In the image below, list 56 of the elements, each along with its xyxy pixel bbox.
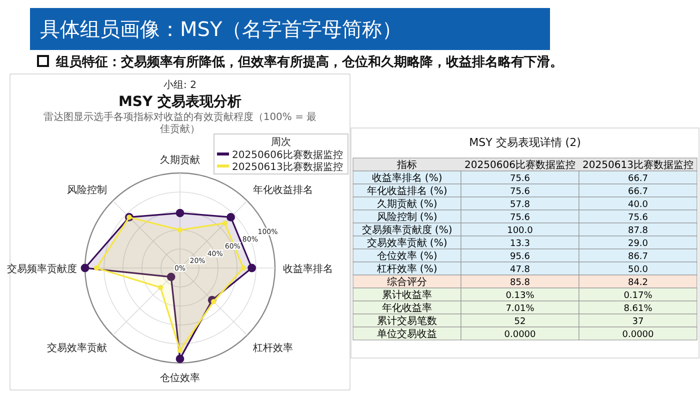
y-tick-label: 风险控制 (%): [376, 211, 438, 223]
y-tick-label: 收益率排名 (%): [372, 172, 442, 184]
data-label: 66.7: [628, 174, 648, 184]
data-label: 95.6: [510, 252, 530, 262]
y-tick-label: 累计交易笔数: [377, 315, 437, 327]
data-label: 40.0: [628, 200, 648, 210]
data-label: 0.0000: [622, 330, 654, 340]
spoke-label: 年化收益排名: [252, 184, 313, 196]
spoke-label: 仓位效率: [160, 372, 200, 384]
data-label: 37: [632, 317, 644, 327]
data-label: 47.8: [510, 265, 530, 275]
y-tick-label: 综合评分: [387, 276, 427, 288]
chart-title: MSY 交易表现详情 (2): [469, 136, 581, 149]
spoke-label: 杠杆效率: [252, 342, 293, 354]
spoke-label: 风险控制: [67, 184, 108, 196]
data-label: 75.6: [628, 213, 648, 223]
y-axis-title: 指标: [396, 159, 417, 171]
y-tick-label: 杠杆效率 (%): [376, 263, 438, 275]
y-tick-label: 仓位效率 (%): [376, 250, 438, 262]
data-label: 7.01%: [506, 304, 535, 314]
data-label: 87.8: [628, 226, 648, 236]
y-tick-label: 交易频率贡献度 (%): [362, 224, 452, 236]
y-tick-label: 久期贡献 (%): [376, 198, 438, 210]
data-label: 84.2: [628, 278, 648, 288]
data-label: 57.8: [510, 200, 530, 210]
chart-title: MSY 交易表现分析: [118, 93, 242, 110]
chart-subtitle: 雷达图显示选手各项指标对收益的有效贡献程度（100% = 最佳贡献）: [43, 111, 317, 135]
data-label: 50.0: [628, 265, 648, 275]
y-tick-label: 单位交易收益: [377, 328, 437, 340]
data-label: 0.17%: [624, 291, 653, 301]
spoke-label: 收益率排名: [283, 263, 333, 275]
y-tick-label: 交易效率贡献 (%): [366, 237, 448, 249]
legend-title: 周次: [271, 137, 291, 148]
data-label: 85.8: [510, 278, 530, 288]
data-label: 52: [514, 317, 526, 327]
data-label: 13.3: [510, 239, 530, 249]
legend-label: 20250606比赛数据监控: [232, 149, 343, 161]
data-label: 100.0: [507, 226, 534, 236]
data-label: 75.6: [510, 174, 530, 184]
data-label: 0.0000: [504, 330, 536, 340]
text: 具体组员画像：MSY（名字首字母简称）: [40, 17, 402, 41]
text: 组员特征：交易频率有所降低，但效率有所提高，仓位和久期略降，收益排名略有下滑。: [55, 54, 563, 70]
data-label: 8.61%: [624, 304, 653, 314]
data-label: 75.6: [510, 213, 530, 223]
data-label: 0.13%: [506, 291, 535, 301]
spoke-label: 久期贡献: [160, 154, 200, 166]
y-tick-label: 年化收益率: [382, 302, 432, 314]
spoke-label: 交易频率贡献度: [7, 263, 77, 275]
spoke-label: 交易效率贡献: [47, 342, 108, 354]
data-label: 75.6: [510, 187, 530, 197]
data-label: 29.0: [628, 239, 648, 249]
text: 小组: 2: [164, 79, 196, 91]
data-label: 66.7: [628, 187, 648, 197]
y-tick-label: 累计收益率: [382, 289, 432, 301]
data-label: 86.7: [628, 252, 648, 262]
y-tick-label: 年化收益排名 (%): [366, 185, 448, 197]
